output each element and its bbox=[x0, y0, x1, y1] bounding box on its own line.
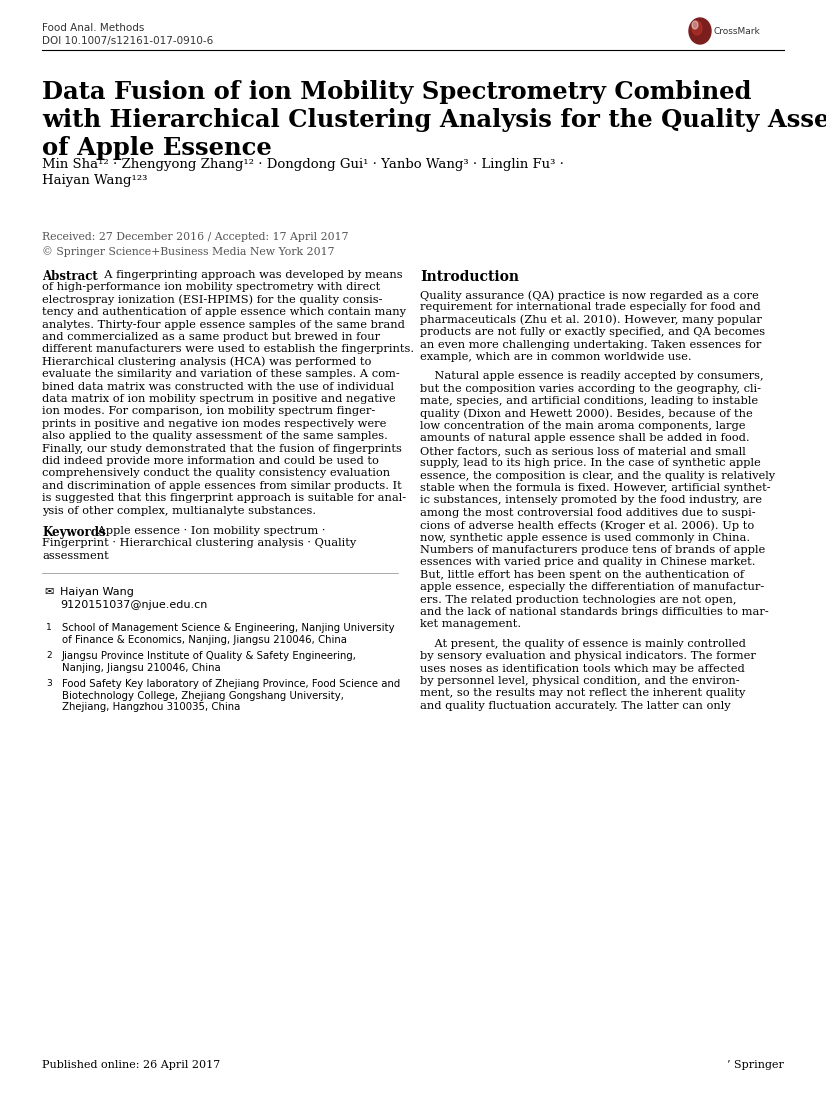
Text: ysis of other complex, multianalyte substances.: ysis of other complex, multianalyte subs… bbox=[42, 505, 316, 516]
Text: Hierarchical clustering analysis (HCA) was performed to: Hierarchical clustering analysis (HCA) w… bbox=[42, 357, 372, 368]
Text: different manufacturers were used to establish the fingerprints.: different manufacturers were used to est… bbox=[42, 345, 414, 355]
Text: and commercialized as a same product but brewed in four: and commercialized as a same product but… bbox=[42, 332, 380, 341]
Text: quality (Dixon and Hewett 2000). Besides, because of the: quality (Dixon and Hewett 2000). Besides… bbox=[420, 408, 752, 419]
Text: apple essence, especially the differentiation of manufactur-: apple essence, especially the differenti… bbox=[420, 582, 764, 592]
Text: did indeed provide more information and could be used to: did indeed provide more information and … bbox=[42, 456, 379, 466]
Text: School of Management Science & Engineering, Nanjing University: School of Management Science & Engineeri… bbox=[62, 624, 395, 634]
Text: comprehensively conduct the quality consistency evaluation: comprehensively conduct the quality cons… bbox=[42, 469, 390, 479]
Text: 3: 3 bbox=[46, 680, 52, 688]
Text: ers. The related production technologies are not open,: ers. The related production technologies… bbox=[420, 595, 737, 605]
Text: an even more challenging undertaking. Taken essences for: an even more challenging undertaking. Ta… bbox=[420, 339, 762, 349]
Text: Haiyan Wang: Haiyan Wang bbox=[60, 587, 134, 597]
Text: Apple essence · Ion mobility spectrum ·: Apple essence · Ion mobility spectrum · bbox=[94, 526, 325, 536]
Text: pharmaceuticals (Zhu et al. 2010). However, many popular: pharmaceuticals (Zhu et al. 2010). Howev… bbox=[420, 315, 762, 325]
Text: Nanjing, Jiangsu 210046, China: Nanjing, Jiangsu 210046, China bbox=[62, 663, 221, 673]
Text: © Springer Science+Business Media New York 2017: © Springer Science+Business Media New Yo… bbox=[42, 246, 335, 257]
Text: Food Anal. Methods: Food Anal. Methods bbox=[42, 23, 145, 33]
Text: Abstract: Abstract bbox=[42, 270, 97, 283]
Text: evaluate the similarity and variation of these samples. A com-: evaluate the similarity and variation of… bbox=[42, 369, 400, 379]
Text: Numbers of manufacturers produce tens of brands of apple: Numbers of manufacturers produce tens of… bbox=[420, 545, 765, 554]
Text: ✉: ✉ bbox=[44, 587, 54, 597]
Text: tency and authentication of apple essence which contain many: tency and authentication of apple essenc… bbox=[42, 307, 406, 317]
Text: of Finance & Economics, Nanjing, Jiangsu 210046, China: of Finance & Economics, Nanjing, Jiangsu… bbox=[62, 635, 347, 645]
Text: electrospray ionization (ESI-HPIMS) for the quality consis-: electrospray ionization (ESI-HPIMS) for … bbox=[42, 294, 382, 305]
Text: by sensory evaluation and physical indicators. The former: by sensory evaluation and physical indic… bbox=[420, 651, 756, 661]
Text: also applied to the quality assessment of the same samples.: also applied to the quality assessment o… bbox=[42, 432, 388, 441]
Text: data matrix of ion mobility spectrum in positive and negative: data matrix of ion mobility spectrum in … bbox=[42, 394, 396, 404]
Text: assessment: assessment bbox=[42, 551, 109, 561]
Text: But, little effort has been spent on the authentication of: But, little effort has been spent on the… bbox=[420, 570, 744, 580]
Text: Data Fusion of ion Mobility Spectrometry Combined: Data Fusion of ion Mobility Spectrometry… bbox=[42, 80, 752, 104]
Text: prints in positive and negative ion modes respectively were: prints in positive and negative ion mode… bbox=[42, 418, 387, 429]
Text: example, which are in common worldwide use.: example, which are in common worldwide u… bbox=[420, 352, 691, 362]
Text: Natural apple essence is readily accepted by consumers,: Natural apple essence is readily accepte… bbox=[420, 371, 763, 381]
Text: and quality fluctuation accurately. The latter can only: and quality fluctuation accurately. The … bbox=[420, 701, 731, 710]
Text: essence, the composition is clear, and the quality is relatively: essence, the composition is clear, and t… bbox=[420, 471, 775, 481]
Text: ket management.: ket management. bbox=[420, 619, 521, 629]
Text: ic substances, intensely promoted by the food industry, are: ic substances, intensely promoted by the… bbox=[420, 495, 762, 505]
Text: essences with varied price and quality in Chinese market.: essences with varied price and quality i… bbox=[420, 558, 756, 568]
Text: A fingerprinting approach was developed by means: A fingerprinting approach was developed … bbox=[97, 270, 402, 280]
Text: DOI 10.1007/s12161-017-0910-6: DOI 10.1007/s12161-017-0910-6 bbox=[42, 36, 213, 46]
Text: of Apple Essence: of Apple Essence bbox=[42, 136, 272, 160]
Text: At present, the quality of essence is mainly controlled: At present, the quality of essence is ma… bbox=[420, 639, 746, 649]
Text: analytes. Thirty-four apple essence samples of the same brand: analytes. Thirty-four apple essence samp… bbox=[42, 320, 405, 329]
Text: uses noses as identification tools which may be affected: uses noses as identification tools which… bbox=[420, 663, 745, 673]
Text: now, synthetic apple essence is used commonly in China.: now, synthetic apple essence is used com… bbox=[420, 533, 750, 542]
Text: amounts of natural apple essence shall be added in food.: amounts of natural apple essence shall b… bbox=[420, 434, 750, 444]
Text: with Hierarchical Clustering Analysis for the Quality Assessment: with Hierarchical Clustering Analysis fo… bbox=[42, 108, 826, 132]
Text: Zhejiang, Hangzhou 310035, China: Zhejiang, Hangzhou 310035, China bbox=[62, 703, 240, 713]
Text: of high-performance ion mobility spectrometry with direct: of high-performance ion mobility spectro… bbox=[42, 282, 380, 292]
Text: Min Sha¹² · Zhengyong Zhang¹² · Dongdong Gui¹ · Yanbo Wang³ · Linglin Fu³ ·: Min Sha¹² · Zhengyong Zhang¹² · Dongdong… bbox=[42, 158, 564, 171]
Text: ment, so the results may not reflect the inherent quality: ment, so the results may not reflect the… bbox=[420, 688, 745, 698]
Text: cions of adverse health effects (Kroger et al. 2006). Up to: cions of adverse health effects (Kroger … bbox=[420, 520, 754, 530]
Text: Published online: 26 April 2017: Published online: 26 April 2017 bbox=[42, 1060, 221, 1069]
Ellipse shape bbox=[689, 18, 711, 44]
Text: supply, lead to its high price. In the case of synthetic apple: supply, lead to its high price. In the c… bbox=[420, 458, 761, 468]
Text: Quality assurance (QA) practice is now regarded as a core: Quality assurance (QA) practice is now r… bbox=[420, 290, 759, 301]
Text: Biotechnology College, Zhejiang Gongshang University,: Biotechnology College, Zhejiang Gongshan… bbox=[62, 691, 344, 701]
Text: requirement for international trade especially for food and: requirement for international trade espe… bbox=[420, 302, 761, 313]
Text: low concentration of the main aroma components, large: low concentration of the main aroma comp… bbox=[420, 421, 746, 432]
Ellipse shape bbox=[692, 21, 698, 29]
Text: ’ Springer: ’ Springer bbox=[727, 1060, 784, 1069]
Text: Food Safety Key laboratory of Zhejiang Province, Food Science and: Food Safety Key laboratory of Zhejiang P… bbox=[62, 680, 401, 690]
Text: and the lack of national standards brings difficulties to mar-: and the lack of national standards bring… bbox=[420, 607, 769, 617]
Text: mate, species, and artificial conditions, leading to instable: mate, species, and artificial conditions… bbox=[420, 396, 758, 406]
Text: is suggested that this fingerprint approach is suitable for anal-: is suggested that this fingerprint appro… bbox=[42, 493, 406, 503]
Text: ion modes. For comparison, ion mobility spectrum finger-: ion modes. For comparison, ion mobility … bbox=[42, 406, 375, 416]
Text: Finally, our study demonstrated that the fusion of fingerprints: Finally, our study demonstrated that the… bbox=[42, 444, 402, 453]
Text: Keywords: Keywords bbox=[42, 526, 106, 539]
Text: among the most controversial food additives due to suspi-: among the most controversial food additi… bbox=[420, 507, 756, 518]
Text: 9120151037@njue.edu.cn: 9120151037@njue.edu.cn bbox=[60, 601, 207, 610]
Text: by personnel level, physical condition, and the environ-: by personnel level, physical condition, … bbox=[420, 676, 739, 686]
Text: Introduction: Introduction bbox=[420, 270, 519, 284]
Text: bined data matrix was constructed with the use of individual: bined data matrix was constructed with t… bbox=[42, 382, 394, 392]
Ellipse shape bbox=[692, 21, 702, 35]
Text: products are not fully or exactly specified, and QA becomes: products are not fully or exactly specif… bbox=[420, 327, 765, 337]
Text: 1: 1 bbox=[46, 624, 52, 632]
Text: Haiyan Wang¹²³: Haiyan Wang¹²³ bbox=[42, 173, 147, 187]
Text: CrossMark: CrossMark bbox=[713, 26, 760, 35]
Text: Other factors, such as serious loss of material and small: Other factors, such as serious loss of m… bbox=[420, 446, 746, 456]
Text: Fingerprint · Hierarchical clustering analysis · Quality: Fingerprint · Hierarchical clustering an… bbox=[42, 538, 356, 548]
Text: and discrimination of apple essences from similar products. It: and discrimination of apple essences fro… bbox=[42, 481, 401, 491]
Text: Received: 27 December 2016 / Accepted: 17 April 2017: Received: 27 December 2016 / Accepted: 1… bbox=[42, 232, 349, 242]
Text: stable when the formula is fixed. However, artificial synthet-: stable when the formula is fixed. Howeve… bbox=[420, 483, 771, 493]
Text: 2: 2 bbox=[46, 651, 51, 660]
Text: Jiangsu Province Institute of Quality & Safety Engineering,: Jiangsu Province Institute of Quality & … bbox=[62, 651, 357, 661]
Text: but the composition varies according to the geography, cli-: but the composition varies according to … bbox=[420, 384, 761, 394]
